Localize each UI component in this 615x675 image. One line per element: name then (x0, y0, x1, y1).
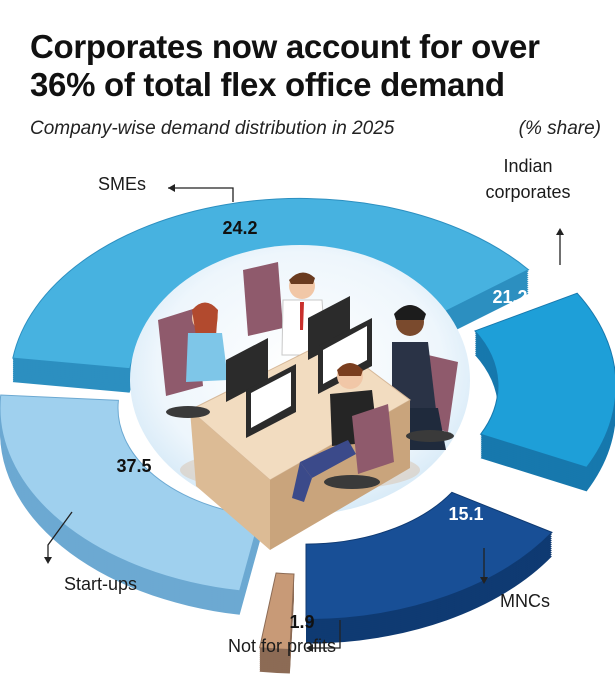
slice-not-for-profits (259, 572, 295, 650)
leader-line-not-for-profits (310, 620, 341, 649)
value-label-start-ups: 37.5 (116, 456, 151, 476)
category-label-indian-corporates: corporates (485, 182, 570, 202)
chart-subtitle: Company-wise demand distribution in 2025 (30, 118, 395, 139)
unit-label: (% share) (518, 118, 601, 139)
desk-side-left (190, 410, 270, 550)
arrowhead-indian-corporates (556, 228, 564, 235)
chair-back-center (243, 262, 283, 336)
arrowhead-mncs (480, 577, 488, 584)
category-label-indian-corporates: Indian (503, 156, 552, 176)
annotation-group: 24.2 SMEs 21.2 Indian corporates 15.1 MNCs 1.9 N… (44, 156, 571, 656)
slice-indian-corporates (474, 292, 615, 468)
chair-base-left (166, 406, 210, 418)
chart-title: Corporates now account for over 36% of t… (30, 28, 600, 104)
category-label-start-ups: Start-ups (64, 574, 137, 594)
value-label-smes: 24.2 (222, 218, 257, 238)
value-label-indian-corporates: 21.2 (492, 287, 527, 307)
monitor-3 (308, 296, 350, 360)
category-label-not-for-profits: Not for profits (228, 636, 336, 656)
chair-base-front (324, 475, 380, 489)
category-label-mncs: MNCs (500, 591, 550, 611)
value-label-mncs: 15.1 (448, 504, 483, 524)
leader-line-smes (168, 187, 234, 202)
person-left (186, 302, 228, 382)
slice-group (0, 197, 615, 674)
monitor-4-screen (323, 326, 367, 384)
title-line-2: 36% of total flex office demand (30, 66, 505, 103)
arrowhead-not-for-profits (306, 644, 313, 652)
chair-base-right (406, 430, 454, 442)
leader-line-start-ups (47, 511, 73, 562)
category-label-smes: SMEs (98, 174, 146, 194)
office-illustration (130, 245, 470, 550)
slice-start-ups (0, 394, 261, 592)
arrowhead-start-ups (44, 557, 52, 564)
slice-mncs (305, 491, 553, 621)
donut-chart: 24.2 SMEs 21.2 Indian corporates 15.1 MNCs 1.9 N… (0, 156, 615, 674)
title-line-1: Corporates now account for over (30, 28, 540, 65)
chair-front (352, 404, 394, 474)
monitor-1 (226, 338, 268, 402)
monitor-2-screen (251, 372, 291, 428)
value-label-not-for-profits: 1.9 (289, 612, 314, 632)
arrowhead-smes (168, 184, 175, 192)
